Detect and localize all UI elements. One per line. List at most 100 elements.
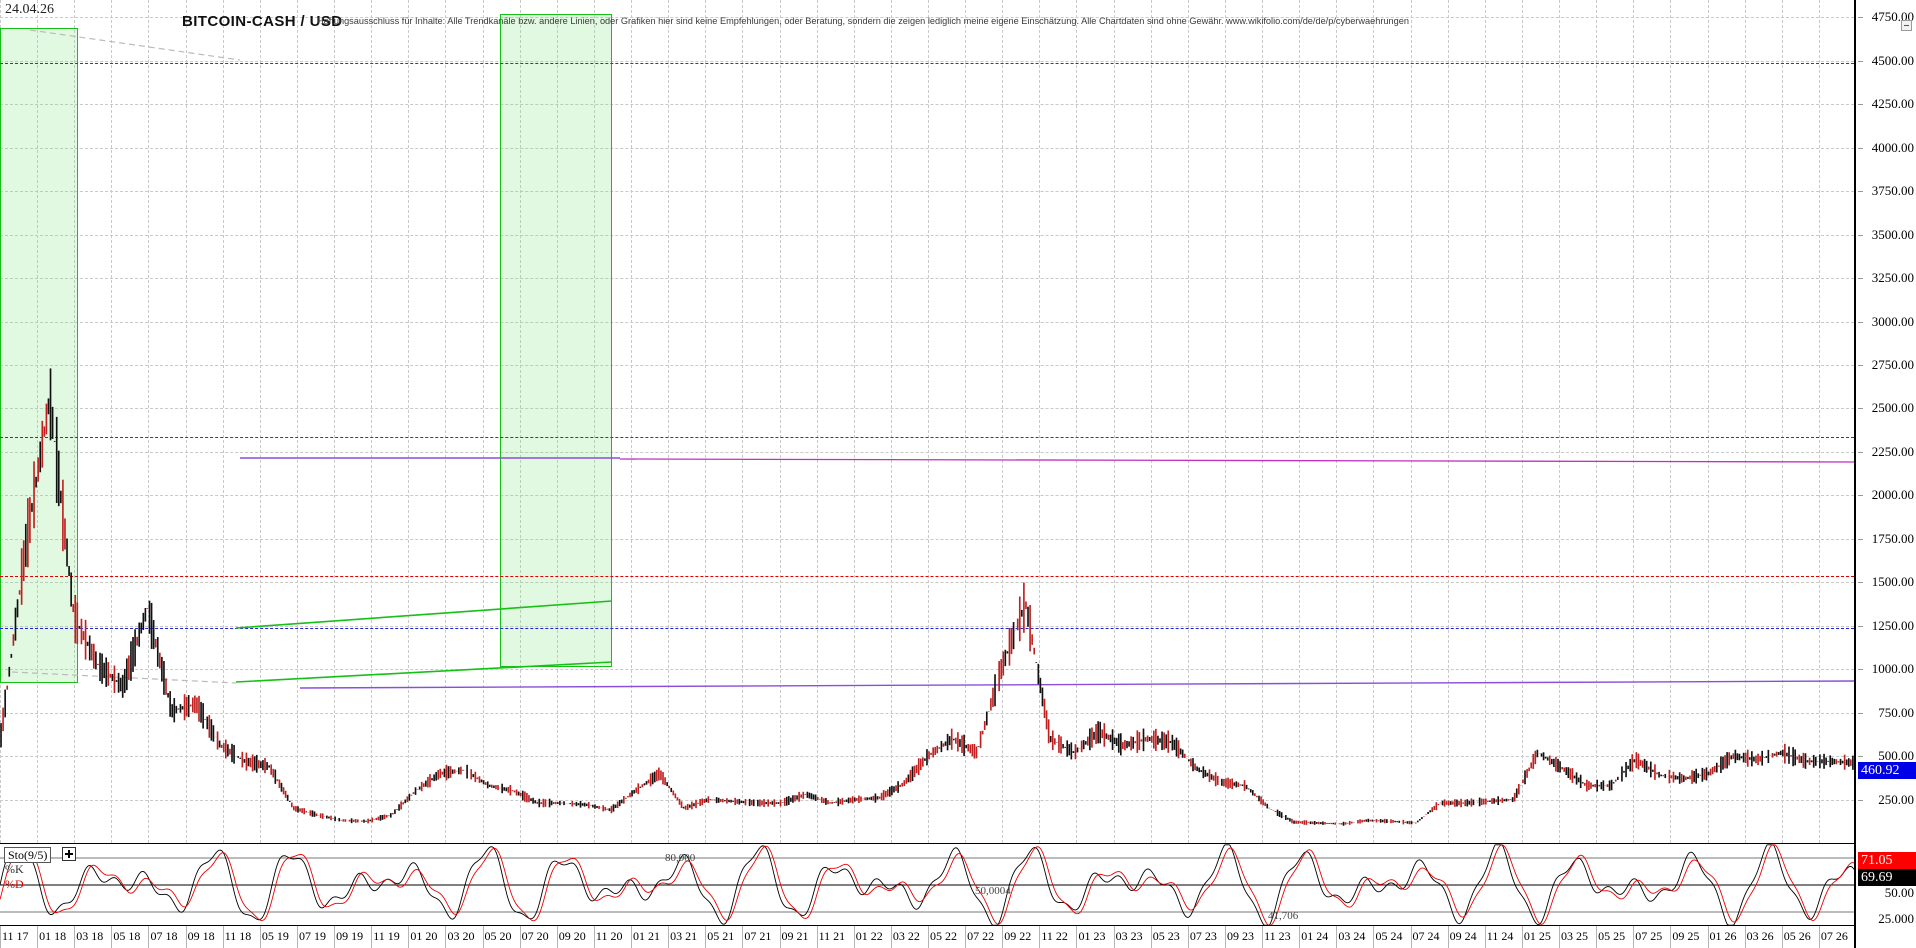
time-tick-separator xyxy=(1521,926,1523,948)
price-tick-label: 4000.00 xyxy=(1871,139,1914,155)
indicator-annotation: 50,0004 xyxy=(975,885,1011,897)
price-tick-mark xyxy=(1858,495,1863,497)
upper-resistance-line xyxy=(0,63,1854,64)
price-tick-mark xyxy=(1858,756,1863,758)
time-tick-label: 07 20 xyxy=(521,929,549,943)
indicator-series xyxy=(0,844,1854,925)
stochastic-indicator-panel[interactable]: Sto(9/5) %K %D 80,000 50,0004 41,706 xyxy=(0,843,1856,925)
time-tick-label: 01 20 xyxy=(410,929,438,943)
highlight-zone-rally-zone-2017 xyxy=(0,28,78,683)
time-tick-label: 11 22 xyxy=(1041,929,1068,943)
price-chart-panel[interactable] xyxy=(0,0,1856,843)
indicator-tick-label: 25.000 xyxy=(1878,911,1914,926)
time-tick-label: 11 17 xyxy=(2,929,29,943)
time-tick-label: 05 23 xyxy=(1152,929,1180,943)
time-tick-separator xyxy=(1447,926,1449,948)
time-tick-label: 05 18 xyxy=(113,929,141,943)
price-tick-label: 1000.00 xyxy=(1871,661,1914,677)
time-tick-label: 05 22 xyxy=(930,929,957,943)
price-tick-label: 1250.00 xyxy=(1871,617,1914,633)
indicator-name-label[interactable]: Sto(9/5) xyxy=(4,847,52,863)
time-tick-separator xyxy=(1559,926,1561,948)
price-tick-label: 2250.00 xyxy=(1871,443,1914,459)
time-tick-label: 11 20 xyxy=(595,929,623,943)
time-tick-label: 05 21 xyxy=(707,929,735,943)
highlight-zone-rally-zone-2021 xyxy=(500,14,612,667)
time-tick-label: 03 24 xyxy=(1338,929,1366,943)
drawing-overlay xyxy=(11,29,1854,689)
time-tick-separator xyxy=(1707,926,1709,948)
time-tick-separator xyxy=(1262,926,1264,948)
time-tick-separator xyxy=(148,926,150,948)
price-tick-mark xyxy=(1858,147,1863,149)
time-tick-separator xyxy=(408,926,410,948)
time-tick-separator xyxy=(965,926,967,948)
price-bars-svg xyxy=(0,368,1854,826)
time-tick-label: 09 19 xyxy=(336,929,364,943)
time-tick-separator xyxy=(334,926,336,948)
time-tick-label: 09 25 xyxy=(1672,929,1700,943)
price-tick-label: 2500.00 xyxy=(1871,400,1914,416)
time-tick-label: 11 19 xyxy=(373,929,400,943)
time-tick-label: 01 26 xyxy=(1709,929,1737,943)
time-tick-label: 07 18 xyxy=(150,929,178,943)
time-tick-separator xyxy=(1187,926,1189,948)
time-tick-separator xyxy=(1299,926,1301,948)
time-tick-label: 01 18 xyxy=(39,929,67,943)
indicator-expand-icon[interactable] xyxy=(62,847,76,861)
price-tick-mark xyxy=(1858,408,1863,410)
price-tick-label: 3000.00 xyxy=(1871,313,1914,329)
collapse-panel-icon[interactable] xyxy=(1901,20,1912,31)
indicator-tick-label: 50.00 xyxy=(1884,885,1914,900)
time-tick-separator xyxy=(1818,926,1820,948)
price-tick-mark xyxy=(1858,625,1863,627)
time-tick-separator xyxy=(1744,926,1746,948)
time-tick-label: 09 22 xyxy=(1004,929,1032,943)
time-tick-separator xyxy=(222,926,224,948)
time-tick-label: 03 23 xyxy=(1115,929,1143,943)
time-tick-separator xyxy=(779,926,781,948)
time-tick-label: 01 24 xyxy=(1301,929,1329,943)
mid-resistance-line xyxy=(0,437,1854,438)
price-tick-label: 500.00 xyxy=(1878,748,1914,764)
price-tick-label: 3750.00 xyxy=(1871,183,1914,199)
time-tick-separator xyxy=(1002,926,1004,948)
time-tick-separator xyxy=(1150,926,1152,948)
time-tick-label: 11 24 xyxy=(1486,929,1514,943)
price-tick-mark xyxy=(1858,191,1863,193)
time-tick-label: 07 23 xyxy=(1189,929,1217,943)
time-tick-separator xyxy=(705,926,707,948)
price-tick-mark xyxy=(1858,278,1863,280)
price-tick-mark xyxy=(1858,538,1863,540)
time-tick-label: 03 20 xyxy=(447,929,475,943)
indicator-d-label: %D xyxy=(5,877,24,891)
price-tick-mark xyxy=(1858,17,1863,19)
time-tick-separator xyxy=(519,926,521,948)
time-tick-separator xyxy=(296,926,298,948)
price-tick-mark xyxy=(1858,712,1863,714)
indicator-annotation: 41,706 xyxy=(1268,910,1299,922)
time-tick-label: 11 21 xyxy=(818,929,846,943)
time-tick-label: 05 26 xyxy=(1783,929,1811,943)
indicator-annotation: 80,000 xyxy=(665,852,696,864)
time-tick-separator xyxy=(111,926,113,948)
time-tick-separator xyxy=(1410,926,1412,948)
time-tick-label: 05 20 xyxy=(484,929,512,943)
time-tick-separator xyxy=(1336,926,1338,948)
price-tick-label: 1500.00 xyxy=(1871,574,1914,590)
time-tick-label: 01 25 xyxy=(1523,929,1551,943)
time-tick-label: 03 26 xyxy=(1746,929,1774,943)
time-tick-separator xyxy=(445,926,447,948)
time-tick-separator xyxy=(1596,926,1598,948)
price-axis[interactable]: 4750.00 4500.00 4250.00 4000.00 3750.00 3500.… xyxy=(1858,0,1916,948)
price-tick-mark xyxy=(1858,582,1863,584)
price-tick-mark xyxy=(1858,104,1863,106)
time-tick-separator xyxy=(482,926,484,948)
time-tick-label: 07 19 xyxy=(298,929,326,943)
indicator-k-value-badge: 69.69 xyxy=(1858,869,1916,886)
price-tick-mark xyxy=(1858,234,1863,236)
indicator-d-value-badge: 71.05 xyxy=(1858,852,1916,869)
time-tick-separator xyxy=(1633,926,1635,948)
price-tick-mark xyxy=(1858,799,1863,801)
